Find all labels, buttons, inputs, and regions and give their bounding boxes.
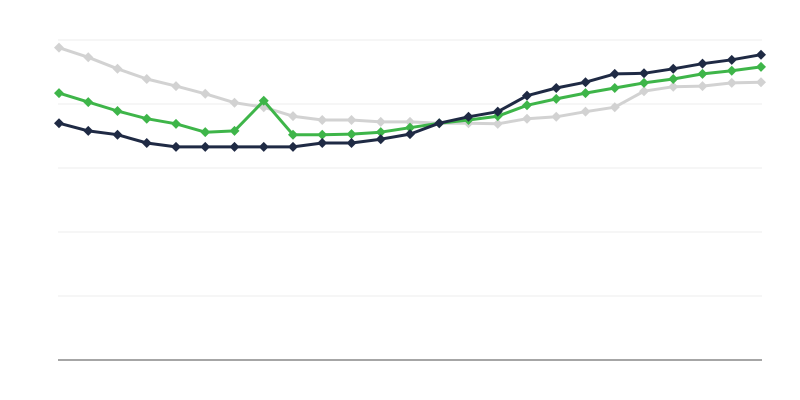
- data-point-marker: [726, 65, 737, 76]
- data-point-marker: [405, 122, 415, 133]
- data-point-marker: [580, 88, 591, 99]
- data-point-marker: [112, 106, 123, 117]
- data-point-marker: [756, 49, 766, 60]
- data-point-marker: [200, 141, 211, 152]
- data-point-marker: [726, 54, 737, 65]
- data-point-marker: [317, 138, 328, 149]
- data-point-marker: [346, 138, 357, 149]
- data-point-marker: [200, 127, 211, 138]
- series-green-series: [54, 61, 766, 140]
- data-point-marker: [54, 88, 64, 99]
- data-point-marker: [288, 129, 298, 140]
- data-point-marker: [288, 111, 298, 122]
- data-point-marker: [83, 125, 94, 136]
- data-point-marker: [522, 113, 532, 124]
- series-line: [57, 46, 763, 126]
- data-point-marker: [141, 74, 152, 85]
- data-point-marker: [551, 111, 562, 122]
- data-point-marker: [288, 141, 298, 152]
- data-point-marker: [375, 116, 386, 127]
- data-point-marker: [639, 68, 649, 79]
- data-point-marker: [756, 77, 766, 88]
- data-point-marker: [522, 100, 532, 111]
- data-point-marker: [229, 141, 240, 152]
- data-point-marker: [83, 52, 94, 63]
- data-point-marker: [317, 129, 328, 140]
- data-point-marker: [639, 86, 649, 97]
- data-point-marker: [609, 83, 620, 93]
- data-point-marker: [83, 97, 94, 108]
- data-point-marker: [492, 106, 503, 117]
- data-point-marker: [346, 129, 357, 140]
- data-point-marker: [171, 118, 181, 129]
- data-point-marker: [580, 77, 591, 88]
- data-point-marker: [112, 129, 123, 140]
- data-point-marker: [405, 116, 415, 127]
- data-point-marker: [551, 83, 562, 93]
- series-light-gray-series: [54, 42, 766, 129]
- data-point-marker: [609, 68, 620, 79]
- data-point-marker: [434, 118, 445, 129]
- data-point-marker: [463, 111, 474, 122]
- data-point-marker: [112, 63, 123, 74]
- data-point-marker: [229, 125, 240, 136]
- data-point-marker: [522, 90, 532, 101]
- data-point-marker: [697, 58, 708, 69]
- data-point-marker: [171, 81, 181, 92]
- series-dark-navy-series: [54, 49, 766, 152]
- data-point-marker: [668, 81, 679, 92]
- data-point-marker: [141, 138, 152, 149]
- data-point-marker: [726, 77, 737, 88]
- data-point-marker: [697, 81, 708, 92]
- data-point-marker: [668, 74, 679, 85]
- data-point-marker: [405, 129, 415, 140]
- data-point-marker: [668, 63, 679, 74]
- data-point-marker: [229, 97, 240, 108]
- data-point-marker: [258, 141, 269, 152]
- data-point-marker: [317, 115, 328, 125]
- data-point-marker: [141, 113, 152, 124]
- data-point-marker: [54, 42, 64, 53]
- data-point-marker: [697, 68, 708, 79]
- data-point-marker: [171, 141, 181, 152]
- data-point-marker: [580, 106, 591, 117]
- data-point-marker: [756, 61, 766, 72]
- data-point-marker: [200, 88, 211, 99]
- data-point-marker: [609, 102, 620, 113]
- data-point-marker: [639, 77, 649, 88]
- data-point-marker: [258, 95, 269, 106]
- data-point-marker: [375, 127, 386, 138]
- data-point-marker: [375, 134, 386, 145]
- data-point-marker: [54, 118, 64, 129]
- data-point-marker: [346, 115, 357, 125]
- data-point-marker: [492, 118, 503, 129]
- data-point-marker: [551, 93, 562, 104]
